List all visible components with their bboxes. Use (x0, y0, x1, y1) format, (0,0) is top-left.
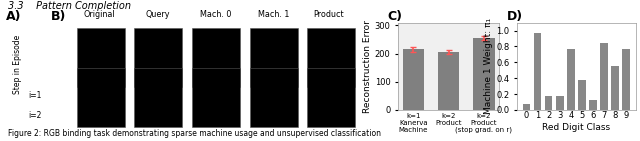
Y-axis label: Machine 1 Weight: π₁: Machine 1 Weight: π₁ (484, 18, 493, 114)
Bar (611, 66, 619, 110)
Bar (438, 52, 460, 110)
Text: 3.3    Pattern Completion: 3.3 Pattern Completion (8, 1, 131, 11)
Bar (589, 100, 597, 110)
Text: Mach. 0: Mach. 0 (200, 10, 232, 19)
Bar (403, 49, 424, 110)
Bar (474, 38, 495, 110)
Text: C): C) (387, 10, 402, 23)
Bar (545, 96, 552, 110)
Y-axis label: Reconstruction Error: Reconstruction Error (363, 20, 372, 113)
Text: Figure 2: RGB binding task demonstrating sparse machine usage and unsupervised c: Figure 2: RGB binding task demonstrating… (8, 129, 381, 138)
Text: Step in Episode: Step in Episode (13, 35, 22, 94)
Bar (534, 33, 541, 110)
Bar (600, 43, 608, 110)
X-axis label: Red Digit Class: Red Digit Class (542, 123, 611, 132)
Text: A): A) (6, 10, 22, 23)
Text: D): D) (507, 10, 523, 23)
Text: i=1: i=1 (29, 91, 42, 100)
Text: B): B) (51, 10, 67, 23)
Text: Product: Product (313, 10, 344, 19)
Bar (522, 104, 531, 110)
Text: Query: Query (146, 10, 170, 19)
Bar (622, 49, 630, 110)
Text: Original: Original (83, 10, 115, 19)
Text: i=2: i=2 (29, 111, 42, 120)
Text: Mach. 1: Mach. 1 (257, 10, 289, 19)
Bar (578, 80, 586, 110)
Bar (567, 49, 575, 110)
Bar (556, 96, 564, 110)
